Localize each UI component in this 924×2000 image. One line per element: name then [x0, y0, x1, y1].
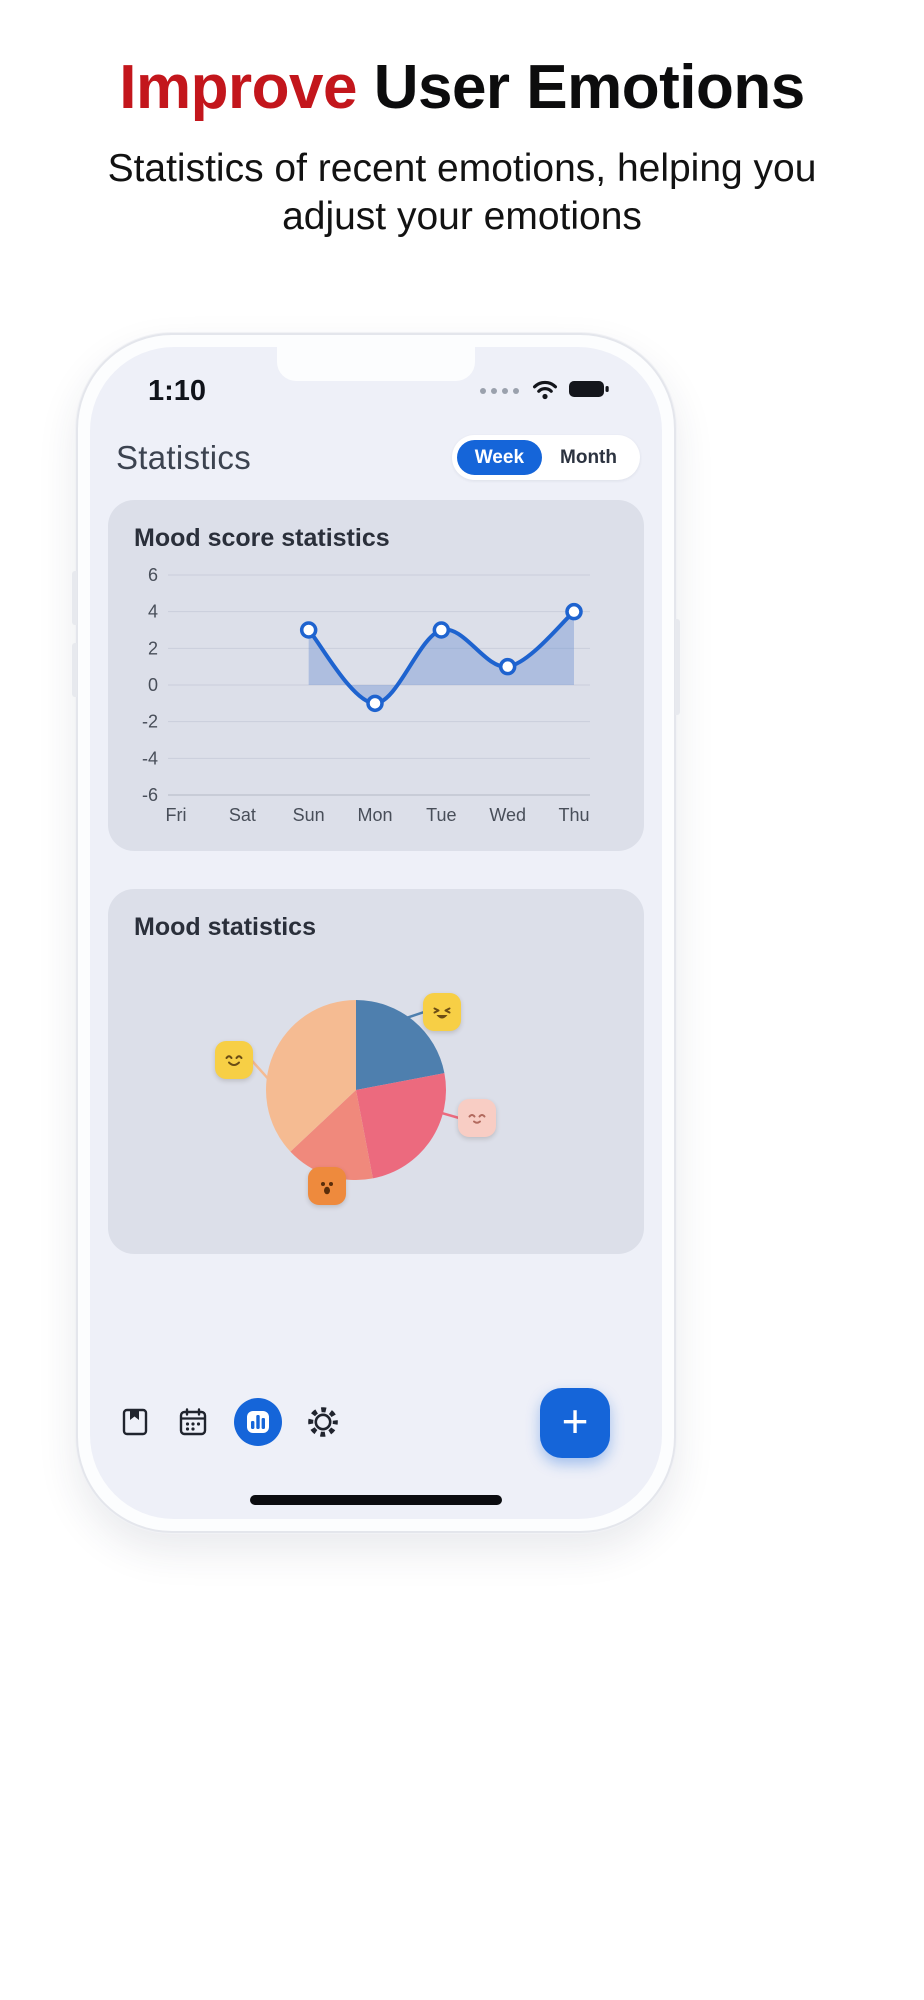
data-point	[432, 621, 451, 639]
gear-icon	[306, 1405, 340, 1442]
title-rest: User Emotions	[373, 53, 806, 122]
x-tick-label: Tue	[426, 805, 456, 825]
mood-stats-card: Mood statistics	[108, 889, 644, 1254]
y-tick-label: 4	[148, 602, 158, 622]
pie-slice-scared	[290, 1090, 373, 1180]
app-header: Statistics Week Month	[90, 411, 662, 480]
pie-slice-laughing	[356, 1000, 445, 1090]
x-tick-label: Sun	[293, 805, 325, 825]
y-tick-label: 0	[148, 675, 158, 695]
data-point	[299, 621, 318, 639]
status-time: 1:10	[148, 374, 207, 407]
journal-icon	[119, 1406, 151, 1441]
laughing-emoji-icon	[423, 993, 461, 1031]
y-tick-label: 6	[148, 565, 158, 585]
smiling-emoji-icon	[215, 1041, 253, 1079]
cellular-dots-icon	[480, 388, 519, 394]
battery-icon	[568, 378, 610, 405]
plus-icon: +	[561, 1395, 589, 1447]
power-button	[675, 619, 680, 715]
notch	[277, 347, 475, 381]
y-tick-label: -6	[142, 785, 158, 805]
pie-slice-smiling	[266, 1000, 356, 1152]
area-fill	[308, 611, 574, 704]
y-tick-label: 2	[148, 638, 158, 658]
line-card-title: Mood score statistics	[134, 524, 390, 552]
nav-journal-button[interactable]	[118, 1406, 152, 1440]
y-tick-label: -2	[142, 712, 158, 732]
y-tick-label: -4	[142, 748, 158, 768]
x-tick-label: Sat	[229, 805, 256, 825]
volume-up-button	[72, 571, 77, 625]
mood-score-line-chart: 6 4 2 0 -2 -4 -6 Fri Sat Sun Mon Tue Wed Thu	[142, 565, 590, 825]
bottom-nav: +	[90, 1388, 662, 1458]
phone-screen: 1:10 Statistics Week Month Mood score st…	[90, 347, 662, 1519]
app-title: Statistics	[116, 438, 252, 476]
toggle-week[interactable]: Week	[456, 440, 543, 475]
wifi-icon	[531, 377, 559, 406]
nav-calendar-button[interactable]	[176, 1406, 210, 1440]
page-title: Improve User Emotions	[0, 52, 924, 123]
home-indicator[interactable]	[250, 1495, 502, 1505]
calendar-icon	[177, 1406, 209, 1441]
data-point	[366, 694, 384, 713]
hero-section: Improve User Emotions Statistics of rece…	[0, 0, 924, 240]
bar-chart-icon	[234, 1397, 282, 1449]
page-subtitle: Statistics of recent emotions, helping y…	[107, 147, 817, 238]
nav-statistics-button[interactable]	[234, 1397, 282, 1449]
data-point	[565, 602, 583, 621]
x-tick-label: Wed	[489, 805, 526, 825]
pie-chart-svg	[234, 1000, 477, 1188]
title-highlight: Improve	[119, 53, 357, 122]
period-toggle: Week Month	[451, 435, 640, 480]
scared-emoji-icon	[308, 1167, 346, 1205]
add-entry-fab[interactable]: +	[540, 1388, 610, 1458]
x-tick-label: Thu	[558, 805, 589, 825]
mood-score-card: Mood score statistics 6 4 2 0 -2 -4 -6 Fri Sat Su…	[108, 500, 644, 851]
mood-pie-chart	[128, 952, 620, 1238]
nav-settings-button[interactable]	[306, 1406, 340, 1440]
x-tick-label: Fri	[166, 805, 187, 825]
pie-card-title: Mood statistics	[134, 913, 316, 941]
status-icons	[480, 377, 610, 406]
toggle-month[interactable]: Month	[542, 440, 635, 475]
volume-down-button	[72, 643, 77, 697]
data-point	[498, 657, 517, 676]
status-bar: 1:10	[90, 347, 662, 411]
blushing-emoji-icon	[458, 1099, 496, 1137]
phone-mockup: 1:10 Statistics Week Month Mood score st…	[72, 333, 680, 1533]
pie-slice-blushing	[356, 1073, 447, 1179]
x-tick-label: Mon	[357, 805, 392, 825]
